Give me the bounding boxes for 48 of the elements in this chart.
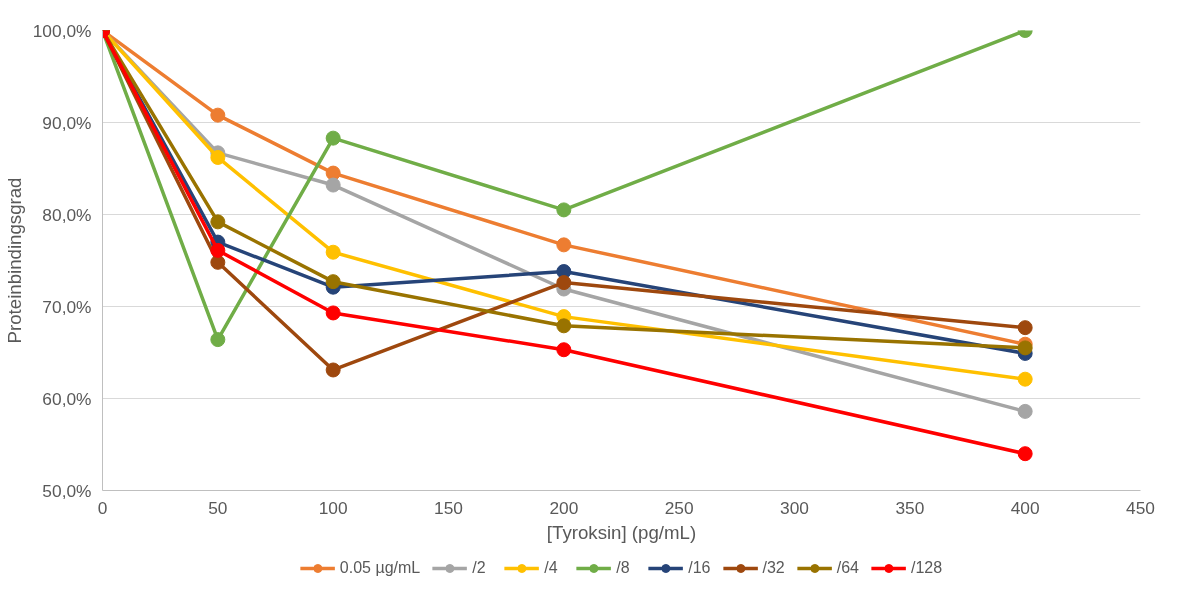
point [1017,371,1033,387]
x-tick-label: 300 [780,497,809,518]
y-tick-label: 100,0% [32,20,92,41]
y-tick-label: 80,0% [42,204,92,225]
y-tick-label: 50,0% [42,480,92,501]
x-tick-label: 0 [97,497,108,518]
legend-label: /4 [544,558,559,577]
x-tick-label: 250 [664,497,694,518]
point [1017,320,1033,336]
point [325,165,341,181]
point [556,342,572,358]
point [1017,446,1033,462]
x-tick-label: 400 [1010,497,1040,518]
point [556,318,572,334]
x-tick-label: 200 [549,497,579,518]
point [1017,340,1033,356]
legend-label: /128 [910,558,943,577]
point [210,107,226,123]
legend-label: /64 [836,558,859,577]
point [210,242,226,258]
y-tick-label: 70,0% [42,296,92,317]
point [325,177,341,193]
x-tick-label: 100 [318,497,348,518]
point [210,332,226,348]
point [325,130,341,146]
x-axis-title: [Tyroksin] (pg/mL) [546,521,697,543]
y-tick-label: 60,0% [42,388,92,409]
point [556,202,572,218]
point [325,362,341,378]
legend-label: /2 [472,558,487,577]
legend-label: /8 [616,558,631,577]
y-axis-title: Proteinbindingsgrad [3,177,25,344]
x-tick-label: 450 [1126,497,1155,518]
point [210,214,226,230]
point [325,305,341,321]
legend-label: /16 [688,558,711,577]
x-tick-label: 150 [434,497,463,518]
point [556,237,572,253]
point [210,149,226,165]
legend-label: 0.05 µg/mL [339,558,421,577]
point [556,275,572,291]
y-tick-label: 90,0% [42,112,92,133]
legend-label: /32 [762,558,785,577]
point [325,244,341,260]
x-tick-label: 50 [208,497,228,518]
point [325,274,341,290]
point [1017,403,1033,419]
x-tick-label: 350 [895,497,925,518]
